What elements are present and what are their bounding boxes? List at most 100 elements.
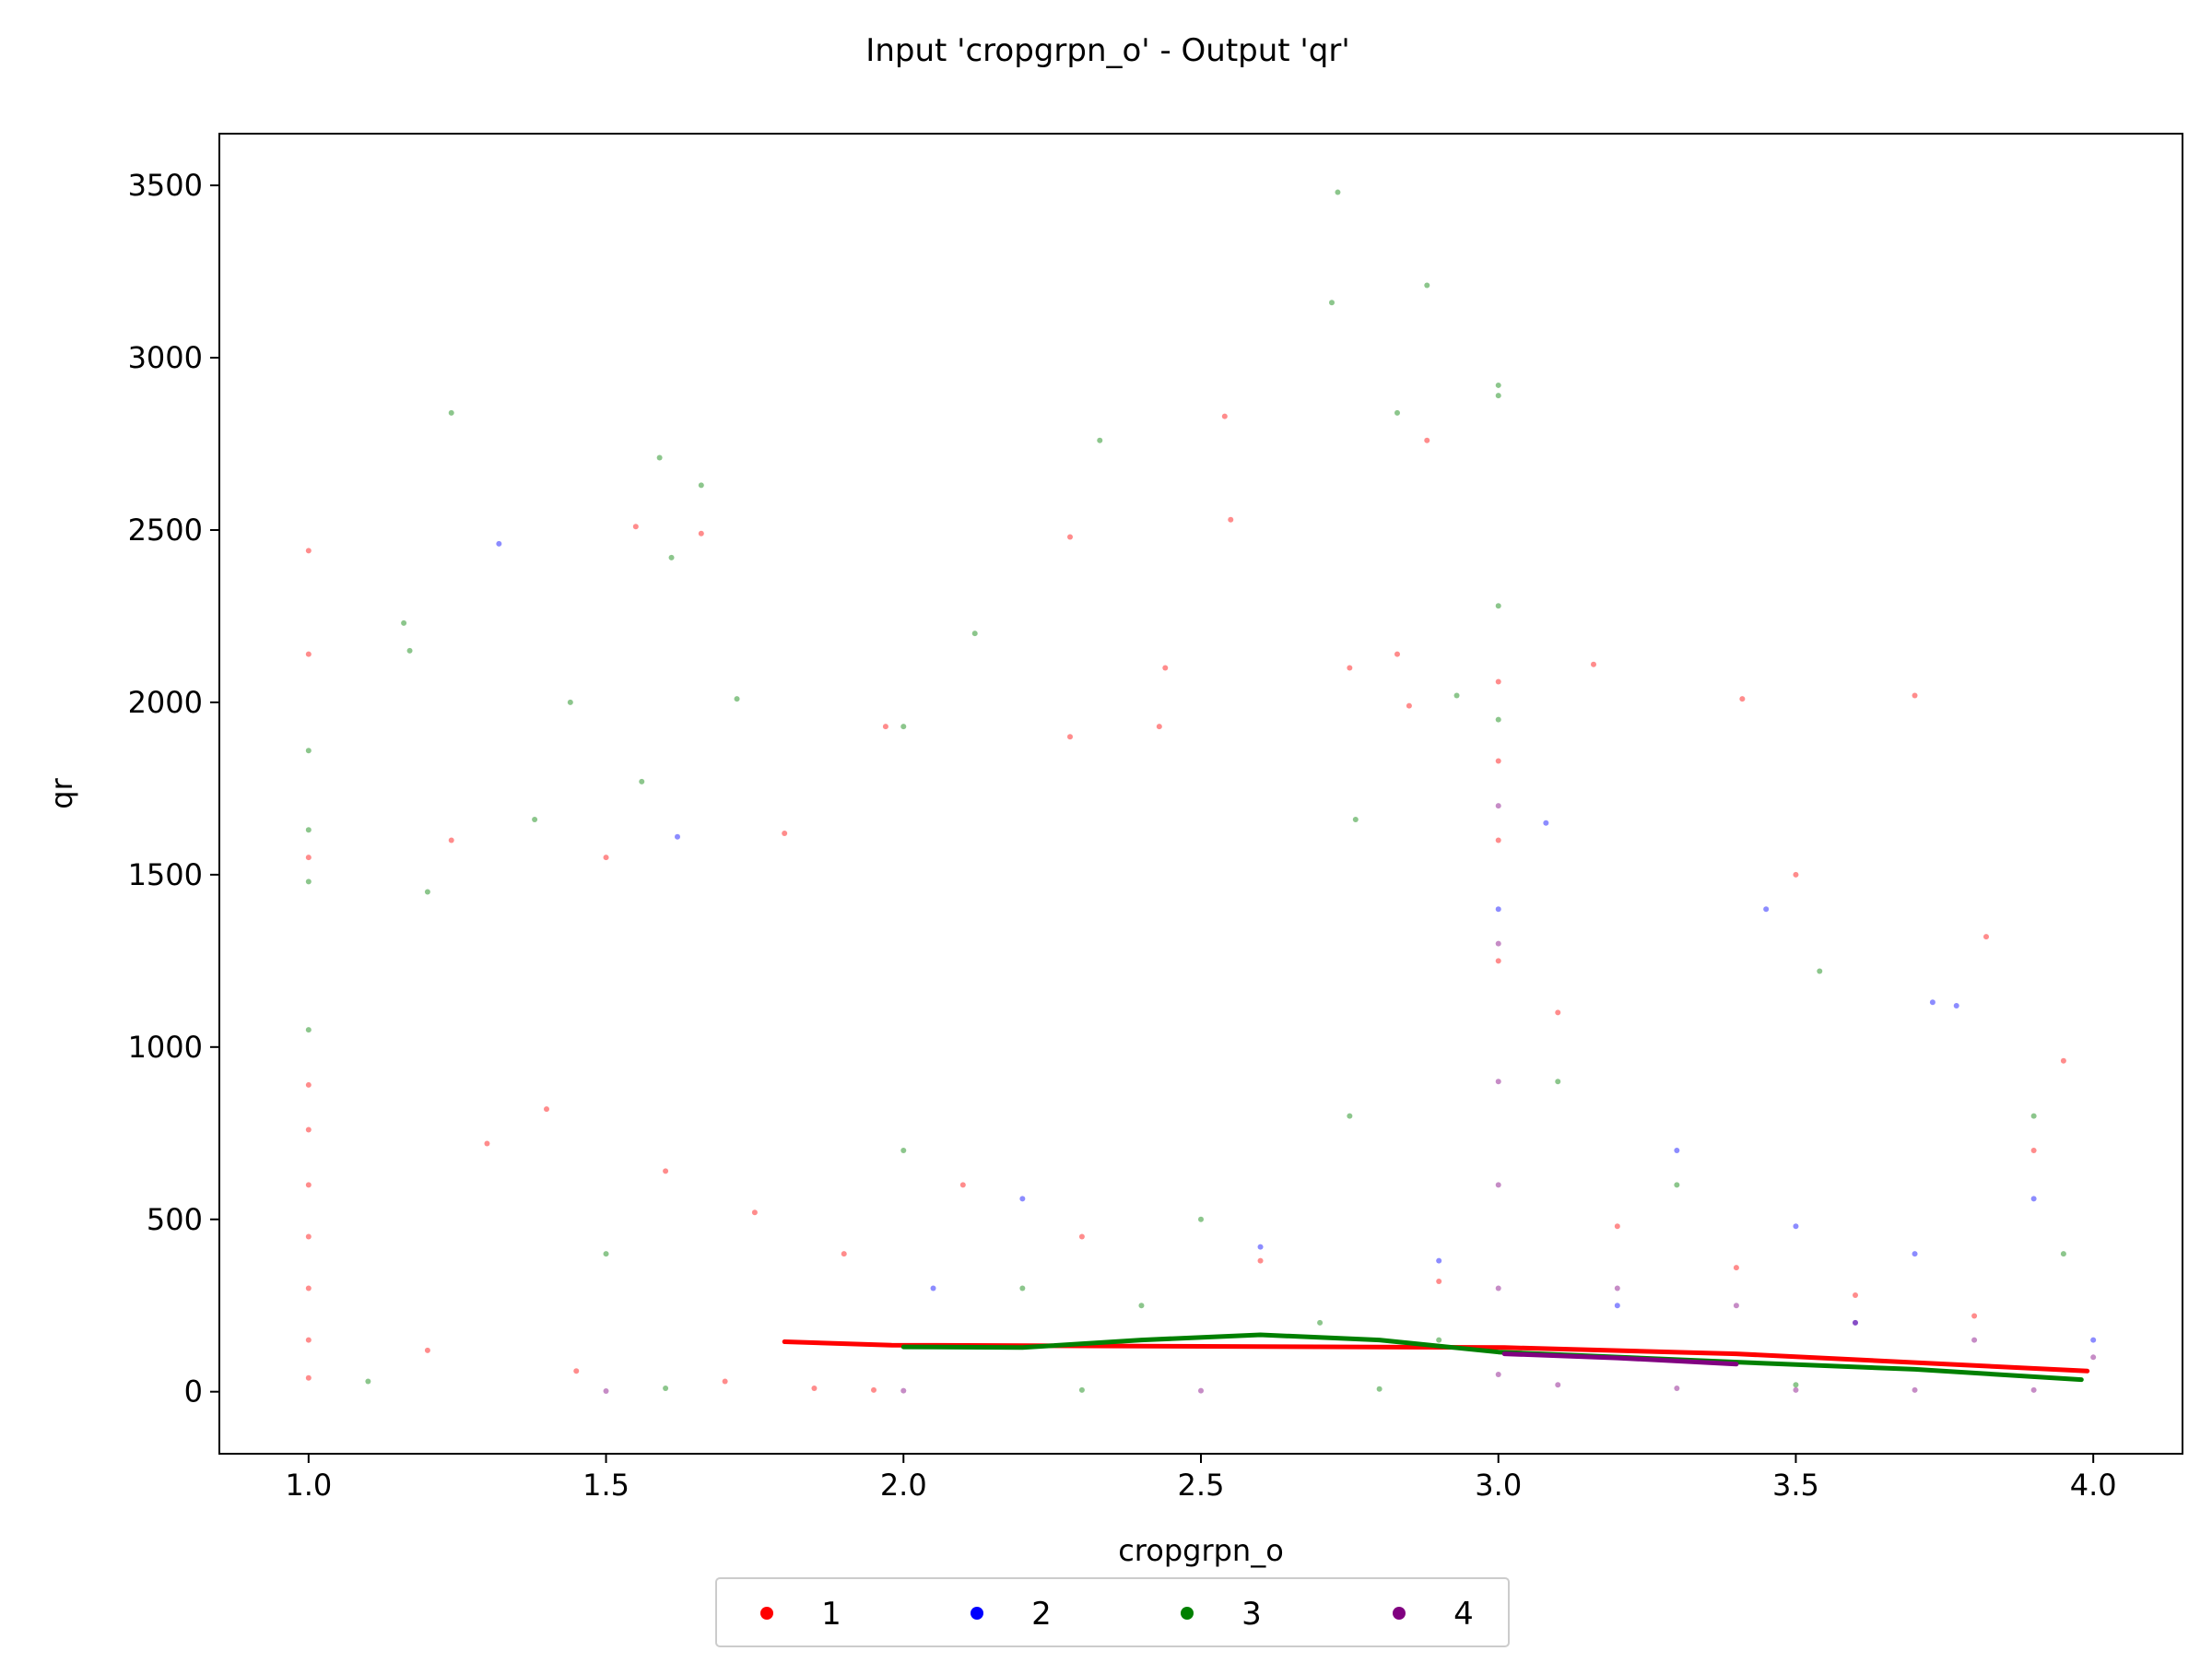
data-point-series-4 bbox=[1555, 1382, 1561, 1388]
data-point-series-1 bbox=[1495, 758, 1501, 764]
data-point-series-4 bbox=[2090, 1354, 2097, 1361]
data-point-series-1 bbox=[1495, 837, 1501, 843]
data-point-series-1 bbox=[1971, 1313, 1978, 1319]
data-point-series-4 bbox=[1912, 1386, 1918, 1393]
data-point-series-1 bbox=[841, 1251, 847, 1257]
data-point-series-1 bbox=[1067, 734, 1073, 740]
data-point-series-1 bbox=[782, 830, 788, 836]
data-point-series-1 bbox=[1793, 871, 1799, 878]
data-point-series-4 bbox=[1733, 1303, 1739, 1309]
data-point-series-1 bbox=[305, 548, 312, 554]
data-point-series-1 bbox=[305, 855, 312, 861]
legend-marker-series-3 bbox=[1181, 1607, 1194, 1620]
data-point-series-1 bbox=[1614, 1223, 1620, 1230]
data-point-series-3 bbox=[305, 827, 312, 833]
x-axis-label: cropgrpn_o bbox=[1118, 1533, 1284, 1568]
data-point-series-2 bbox=[1257, 1244, 1264, 1250]
data-point-series-1 bbox=[2060, 1057, 2066, 1064]
data-point-series-3 bbox=[1495, 716, 1501, 723]
data-point-series-3 bbox=[1555, 1079, 1561, 1085]
data-point-series-1 bbox=[1853, 1292, 1858, 1299]
data-point-series-1 bbox=[1162, 665, 1169, 671]
data-point-series-1 bbox=[698, 530, 704, 537]
data-point-series-3 bbox=[668, 554, 675, 560]
data-point-series-3 bbox=[365, 1378, 371, 1385]
data-point-series-1 bbox=[663, 1168, 669, 1174]
legend-label-series-1: 1 bbox=[821, 1596, 841, 1633]
chart-title: Input 'cropgrpn_o' - Output 'qr' bbox=[865, 32, 1349, 69]
data-point-series-1 bbox=[305, 1081, 312, 1088]
trend-line-series-1 bbox=[782, 1339, 2090, 1374]
y-tick-label: 2500 bbox=[128, 513, 203, 548]
data-point-series-4 bbox=[1495, 1372, 1501, 1378]
data-point-series-3 bbox=[305, 879, 312, 885]
data-point-series-3 bbox=[1424, 282, 1430, 289]
data-point-series-3 bbox=[1352, 817, 1359, 823]
data-point-series-1 bbox=[882, 724, 888, 730]
data-point-series-3 bbox=[448, 409, 454, 416]
x-tick-label: 2.0 bbox=[880, 1468, 927, 1503]
data-point-series-2 bbox=[930, 1285, 936, 1291]
legend-marker-series-2 bbox=[971, 1607, 983, 1620]
y-axis-label: qr bbox=[44, 777, 79, 808]
data-point-series-2 bbox=[2090, 1337, 2097, 1343]
data-point-series-1 bbox=[871, 1386, 877, 1393]
data-point-series-3 bbox=[1335, 189, 1341, 195]
x-tick-label: 2.5 bbox=[1178, 1468, 1225, 1503]
data-point-series-1 bbox=[305, 1126, 312, 1133]
data-point-series-3 bbox=[1138, 1303, 1145, 1309]
data-point-series-2 bbox=[1929, 999, 1936, 1006]
data-point-series-3 bbox=[900, 724, 907, 730]
data-point-series-1 bbox=[1394, 651, 1400, 657]
data-point-series-1 bbox=[1078, 1233, 1085, 1240]
y-tick-label: 1000 bbox=[128, 1030, 203, 1065]
data-point-series-1 bbox=[1156, 724, 1162, 730]
data-point-series-1 bbox=[751, 1209, 758, 1216]
data-point-series-3 bbox=[1347, 1113, 1353, 1119]
data-point-series-4 bbox=[2030, 1386, 2037, 1393]
data-point-series-1 bbox=[1067, 534, 1073, 540]
data-point-series-3 bbox=[1317, 1319, 1324, 1326]
data-point-series-1 bbox=[484, 1140, 490, 1147]
x-tick-label: 4.0 bbox=[2070, 1468, 2117, 1503]
data-point-series-1 bbox=[1495, 958, 1501, 964]
legend-marker-series-4 bbox=[1393, 1607, 1406, 1620]
data-point-series-1 bbox=[1983, 934, 1989, 940]
data-point-series-3 bbox=[900, 1147, 907, 1153]
data-point-series-3 bbox=[734, 696, 740, 702]
data-point-series-4 bbox=[1971, 1337, 1978, 1343]
x-tick-label: 1.0 bbox=[285, 1468, 332, 1503]
data-point-series-4 bbox=[1495, 1285, 1501, 1291]
data-point-series-3 bbox=[1495, 382, 1501, 388]
legend-label-series-4: 4 bbox=[1453, 1596, 1474, 1633]
data-point-series-2 bbox=[675, 833, 680, 840]
data-point-series-3 bbox=[2060, 1251, 2066, 1257]
data-point-series-2 bbox=[1793, 1223, 1799, 1230]
data-point-series-2 bbox=[1436, 1257, 1442, 1264]
data-point-series-3 bbox=[2030, 1113, 2037, 1119]
data-point-series-1 bbox=[1257, 1257, 1264, 1264]
points-layer bbox=[305, 189, 2097, 1394]
data-point-series-1 bbox=[959, 1182, 966, 1188]
data-point-series-4 bbox=[1198, 1387, 1204, 1394]
data-point-series-1 bbox=[1424, 437, 1430, 443]
data-point-series-2 bbox=[1674, 1147, 1680, 1153]
data-point-series-2 bbox=[2030, 1196, 2037, 1202]
legend-label-series-2: 2 bbox=[1031, 1596, 1052, 1633]
data-point-series-3 bbox=[1019, 1285, 1026, 1291]
data-point-series-3 bbox=[1436, 1337, 1442, 1343]
x-axis: 1.0 1.5 2.0 2.5 3.0 3.5 4.0 bbox=[285, 1454, 2117, 1503]
data-point-series-1 bbox=[1406, 702, 1412, 709]
data-point-series-2 bbox=[1912, 1251, 1918, 1257]
data-point-series-2 bbox=[1853, 1319, 1858, 1326]
data-point-series-1 bbox=[2030, 1147, 2037, 1153]
legend: 1 2 3 4 bbox=[715, 1577, 1510, 1647]
data-point-series-3 bbox=[567, 699, 573, 705]
legend-label-series-3: 3 bbox=[1241, 1596, 1262, 1633]
data-point-series-1 bbox=[1733, 1265, 1739, 1271]
data-point-series-1 bbox=[305, 1182, 312, 1188]
trend-line-series-4 bbox=[1501, 1351, 1739, 1367]
data-point-series-3 bbox=[1394, 409, 1400, 416]
x-tick-label: 3.0 bbox=[1475, 1468, 1522, 1503]
